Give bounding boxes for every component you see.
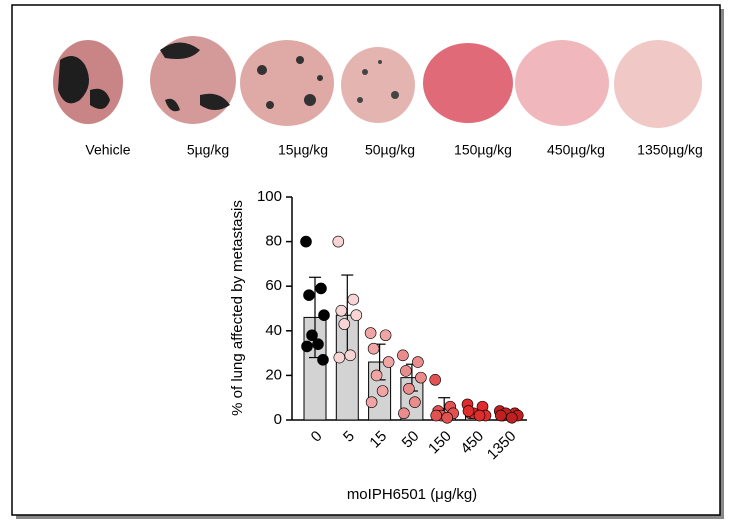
data-point (382, 356, 395, 368)
image-label: 15µg/kg (278, 142, 328, 158)
data-point (403, 382, 415, 395)
data-point (398, 407, 410, 420)
image-label: 5µg/kg (187, 142, 229, 158)
data-point (300, 235, 312, 248)
data-point (317, 353, 329, 366)
data-point (412, 356, 424, 368)
data-point (430, 409, 443, 422)
image-labels: Vehicle 5µg/kg 15µg/kg 50µg/kg 150µg/kg 450µg… (85, 142, 702, 158)
data-point (400, 365, 412, 377)
image-label: 1350µg/kg (637, 142, 703, 158)
data-point (473, 409, 486, 422)
metastasis (58, 56, 110, 109)
data-point (315, 282, 327, 295)
data-point (301, 340, 313, 353)
lung-photo (614, 40, 702, 128)
y-tick-label: 60 (265, 277, 282, 294)
metastasis (257, 56, 323, 109)
data-point (379, 329, 392, 342)
lung-photo (341, 47, 415, 123)
data-point (365, 396, 378, 408)
image-label: 50µg/kg (365, 142, 415, 158)
data-point (441, 411, 454, 424)
data-point (505, 411, 518, 424)
image-label: Vehicle (85, 142, 130, 158)
y-tick-label: 100 (257, 188, 282, 205)
data-point (462, 405, 475, 417)
image-label: 150µg/kg (454, 142, 512, 158)
lung-images (53, 36, 702, 128)
data-point (306, 329, 318, 342)
data-point (335, 304, 348, 317)
data-point (376, 385, 389, 397)
data-point (333, 351, 346, 364)
data-point (370, 369, 383, 382)
metastasis (160, 42, 230, 112)
image-label: 450µg/kg (547, 142, 605, 158)
data-point (397, 349, 409, 362)
data-point (347, 293, 360, 306)
data-point (338, 318, 351, 330)
y-tick-label: 40 (265, 322, 282, 339)
x-axis-label: moIPH6501 (μg/kg) (347, 486, 477, 503)
data-point (350, 309, 363, 321)
data-point (429, 374, 442, 386)
data-point (494, 409, 507, 422)
lung-photo (240, 40, 334, 126)
data-point (364, 327, 377, 339)
data-point (303, 289, 315, 301)
y-tick-label: 0 (274, 411, 282, 428)
data-point (367, 342, 380, 355)
y-tick-label: 80 (265, 233, 282, 250)
data-point (409, 396, 421, 408)
lung-photo (423, 43, 513, 123)
data-point (344, 349, 357, 362)
data-point (318, 309, 330, 321)
data-point (415, 371, 427, 384)
metastasis (357, 60, 399, 103)
data-point (332, 235, 345, 248)
data-point (312, 338, 324, 350)
y-tick-label: 20 (265, 366, 282, 383)
lung-photo (515, 40, 609, 126)
y-axis-label: % of lung affected by metastasis (229, 200, 246, 416)
